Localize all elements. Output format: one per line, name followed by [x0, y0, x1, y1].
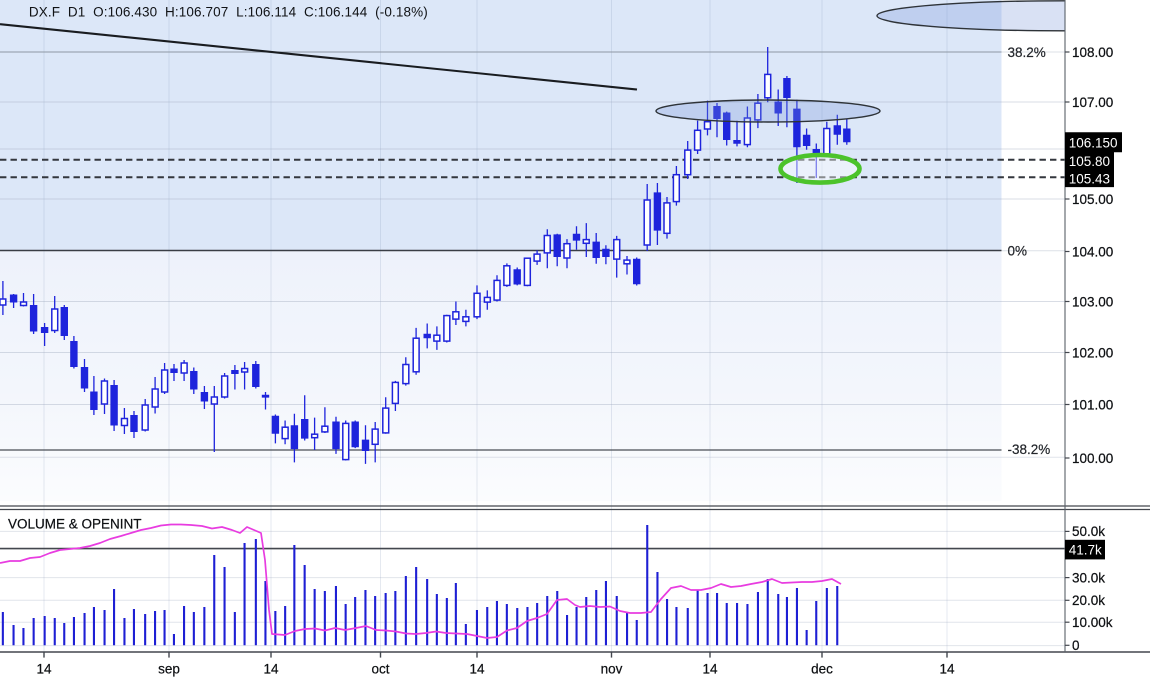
svg-text:14: 14 [702, 662, 718, 677]
svg-text:105.80: 105.80 [1069, 154, 1110, 169]
svg-text:103.00: 103.00 [1072, 294, 1113, 309]
svg-text:102.00: 102.00 [1072, 345, 1113, 360]
svg-text:14: 14 [939, 662, 955, 677]
svg-text:108.00: 108.00 [1072, 45, 1113, 60]
svg-text:nov: nov [601, 662, 623, 677]
svg-text:105.43: 105.43 [1069, 172, 1110, 187]
svg-text:14: 14 [36, 662, 52, 677]
svg-text:41.7k: 41.7k [1069, 543, 1102, 558]
svg-text:105.00: 105.00 [1072, 192, 1113, 207]
svg-text:sep: sep [158, 662, 180, 677]
svg-text:10.00k: 10.00k [1072, 615, 1113, 630]
svg-text:30.0k: 30.0k [1072, 570, 1105, 585]
svg-text:106.150: 106.150 [1069, 135, 1118, 150]
svg-text:107.00: 107.00 [1072, 95, 1113, 110]
svg-text:0: 0 [1072, 638, 1080, 653]
svg-text:dec: dec [811, 662, 833, 677]
svg-text:oct: oct [371, 662, 389, 677]
svg-text:101.00: 101.00 [1072, 397, 1113, 412]
svg-text:20.0k: 20.0k [1072, 593, 1105, 608]
svg-text:0%: 0% [1008, 243, 1028, 258]
svg-text:50.0k: 50.0k [1072, 524, 1105, 539]
svg-text:104.00: 104.00 [1072, 244, 1113, 259]
svg-text:14: 14 [469, 662, 485, 677]
svg-text:VOLUME & OPENINT: VOLUME & OPENINT [8, 517, 142, 532]
svg-text:DX.F D1 O:106.430 H:106.707: DX.F D1 O:106.430 H:106.707 L:106.114 C:… [29, 5, 428, 20]
svg-text:100.00: 100.00 [1072, 451, 1113, 466]
svg-text:14: 14 [263, 662, 279, 677]
svg-text:-38.2%: -38.2% [1008, 442, 1051, 457]
svg-text:38.2%: 38.2% [1008, 45, 1046, 60]
